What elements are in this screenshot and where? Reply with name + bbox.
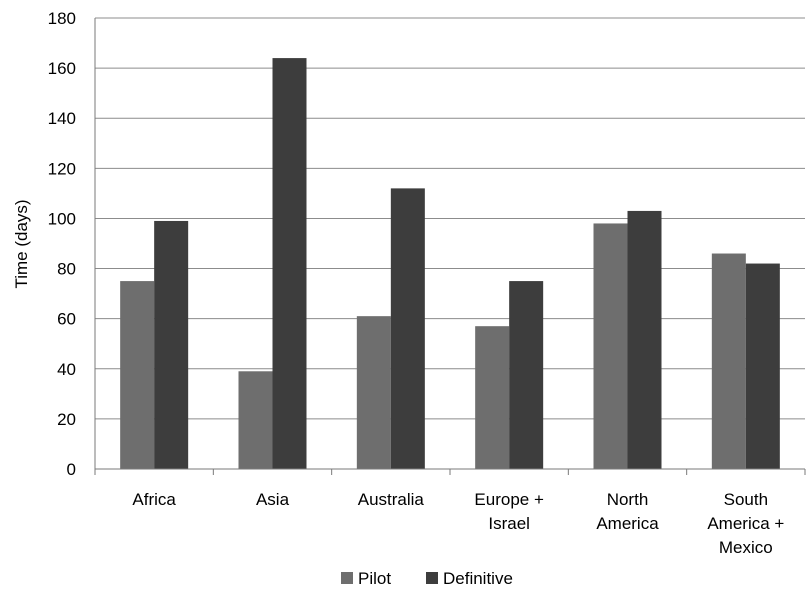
y-tick-label: 160: [48, 59, 76, 78]
bar-pilot-5: [711, 253, 746, 469]
y-tick-label: 80: [57, 260, 76, 279]
y-tick-label: 140: [48, 109, 76, 128]
bar-pilot-0: [120, 281, 155, 469]
category-label-line: America: [596, 514, 659, 533]
y-tick-label: 100: [48, 209, 76, 228]
bar-pilot-2: [356, 316, 391, 469]
category-label-line: Europe +: [474, 490, 544, 509]
category-label-line: North: [607, 490, 649, 509]
y-tick-labels: 0 20 40 60 80 100 120 140 160 180: [48, 9, 76, 479]
legend-label-definitive: Definitive: [443, 569, 513, 588]
category-labels: Africa Asia Australia Europe + Israel North Am…: [132, 490, 784, 557]
bars: [120, 58, 780, 469]
category-label-line: Australia: [358, 490, 425, 509]
y-tick-label: 0: [67, 460, 76, 479]
legend-swatch-pilot: [341, 572, 353, 584]
bar-definitive-4: [627, 210, 662, 469]
y-tick-label: 180: [48, 9, 76, 28]
gridlines: [95, 17, 805, 420]
bar-definitive-2: [390, 188, 425, 469]
legend-label-pilot: Pilot: [358, 569, 391, 588]
category-label-line: America +: [707, 514, 784, 533]
legend-swatch-definitive: [426, 572, 438, 584]
axes: [94, 18, 806, 475]
category-label: North America: [596, 490, 659, 533]
bar-definitive-5: [745, 263, 780, 469]
y-axis-title: Time (days): [12, 199, 31, 288]
category-label: Europe + Israel: [474, 490, 544, 533]
bar-pilot-3: [475, 326, 510, 469]
category-label-line: Mexico: [719, 538, 773, 557]
bar-definitive-3: [509, 281, 544, 469]
legend: Pilot Definitive: [341, 569, 513, 588]
y-tick-label: 120: [48, 159, 76, 178]
bar-definitive-1: [272, 58, 307, 469]
bar-definitive-0: [154, 220, 189, 469]
category-label: Asia: [256, 490, 290, 509]
y-tick-label: 60: [57, 310, 76, 329]
category-label-line: South: [724, 490, 768, 509]
category-label: South America + Mexico: [707, 490, 784, 557]
category-label-line: Asia: [256, 490, 290, 509]
category-label-line: Israel: [488, 514, 530, 533]
category-label: Africa: [132, 490, 176, 509]
y-tick-label: 20: [57, 410, 76, 429]
category-label-line: Africa: [132, 490, 176, 509]
bar-pilot-1: [238, 371, 273, 469]
y-tick-label: 40: [57, 360, 76, 379]
bar-pilot-4: [593, 223, 628, 469]
category-label: Australia: [358, 490, 425, 509]
